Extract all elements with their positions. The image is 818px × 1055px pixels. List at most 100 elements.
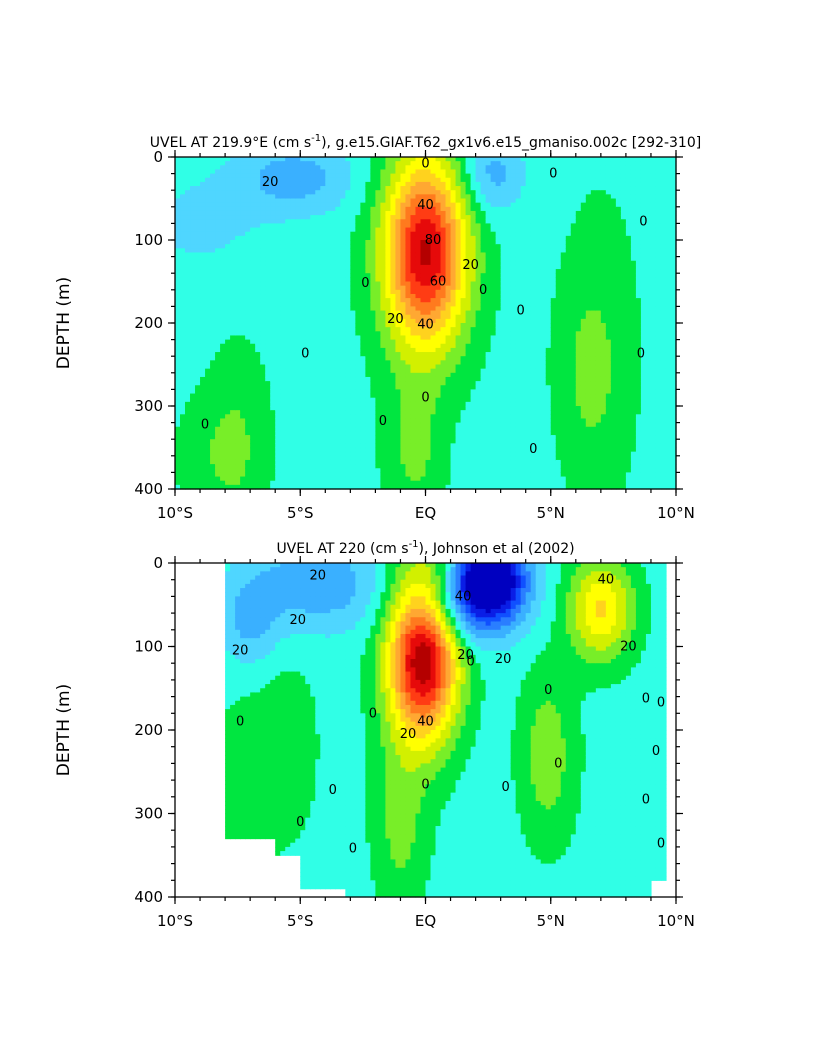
field-cell	[315, 352, 321, 357]
field-cell	[456, 186, 462, 191]
field-cell	[436, 348, 442, 353]
field-cell	[395, 236, 401, 241]
field-cell	[180, 273, 186, 278]
field-cell	[370, 236, 376, 241]
field-cell	[315, 257, 321, 262]
field-cell	[340, 248, 346, 253]
field-cell	[471, 157, 477, 162]
field-cell	[446, 290, 452, 295]
field-cell	[280, 219, 286, 224]
field-cell	[446, 186, 452, 191]
field-cell	[320, 389, 326, 394]
field-cell	[315, 265, 321, 270]
field-cell	[225, 352, 231, 357]
field-cell	[426, 294, 432, 299]
field-cell	[300, 207, 306, 212]
field-cell	[380, 373, 386, 378]
field-cell	[375, 161, 381, 166]
field-cell	[461, 418, 467, 423]
field-cell	[310, 435, 316, 440]
field-cell	[451, 306, 457, 311]
field-cell	[260, 373, 266, 378]
field-cell	[320, 174, 326, 179]
field-cell	[255, 252, 261, 257]
field-cell	[200, 215, 206, 220]
field-cell	[446, 385, 452, 390]
field-cell	[190, 365, 196, 370]
field-cell	[225, 223, 231, 228]
field-cell	[405, 344, 411, 349]
field-cell	[280, 277, 286, 282]
field-cell	[380, 244, 386, 249]
field-cell	[240, 335, 246, 340]
field-cell	[250, 165, 256, 170]
field-cell	[305, 261, 311, 266]
field-cell	[265, 252, 271, 257]
field-cell	[360, 203, 366, 208]
field-cell	[280, 443, 286, 448]
field-cell	[310, 394, 316, 399]
field-cell	[405, 306, 411, 311]
field-cell	[210, 182, 216, 187]
field-cell	[180, 481, 186, 486]
field-cell	[365, 365, 371, 370]
field-cell	[405, 418, 411, 423]
field-cell	[225, 294, 231, 299]
field-cell	[461, 402, 467, 407]
field-cell	[305, 335, 311, 340]
field-cell	[180, 406, 186, 411]
field-cell	[355, 423, 361, 428]
field-cell	[180, 344, 186, 349]
field-cell	[275, 439, 281, 444]
field-cell	[451, 294, 457, 299]
field-cell	[466, 348, 472, 353]
field-cell	[255, 190, 261, 195]
field-cell	[290, 418, 296, 423]
field-cell	[325, 161, 331, 166]
field-cell	[265, 315, 271, 320]
field-cell	[481, 315, 487, 320]
field-cell	[355, 232, 361, 237]
field-cell	[300, 335, 306, 340]
field-cell	[355, 394, 361, 399]
field-cell	[481, 418, 487, 423]
field-cell	[185, 194, 191, 199]
field-cell	[180, 261, 186, 266]
field-cell	[446, 410, 452, 415]
field-cell	[451, 174, 457, 179]
field-cell	[210, 215, 216, 220]
field-cell	[456, 244, 462, 249]
field-cell	[420, 298, 426, 303]
field-cell	[180, 472, 186, 477]
field-cell	[385, 464, 391, 469]
field-cell	[390, 410, 396, 415]
field-cell	[390, 398, 396, 403]
field-cell	[290, 311, 296, 316]
field-cell	[400, 369, 406, 374]
field-cell	[446, 174, 452, 179]
field-cell	[415, 169, 421, 174]
field-cell	[295, 369, 301, 374]
field-cell	[340, 460, 346, 465]
field-cell	[210, 418, 216, 423]
field-cell	[270, 472, 276, 477]
field-cell	[280, 460, 286, 465]
field-cell	[420, 452, 426, 457]
field-cell	[320, 331, 326, 336]
field-cell	[210, 252, 216, 257]
field-cell	[270, 232, 276, 237]
field-cell	[471, 472, 477, 477]
field-cell	[320, 398, 326, 403]
field-cell	[385, 265, 391, 270]
field-cell	[456, 331, 462, 336]
field-cell	[355, 435, 361, 440]
field-cell	[431, 306, 437, 311]
field-cell	[260, 190, 266, 195]
field-cell	[240, 406, 246, 411]
field-cell	[360, 178, 366, 183]
field-cell	[240, 360, 246, 365]
field-cell	[415, 302, 421, 307]
field-cell	[420, 460, 426, 465]
field-cell	[305, 456, 311, 461]
field-cell	[235, 385, 241, 390]
